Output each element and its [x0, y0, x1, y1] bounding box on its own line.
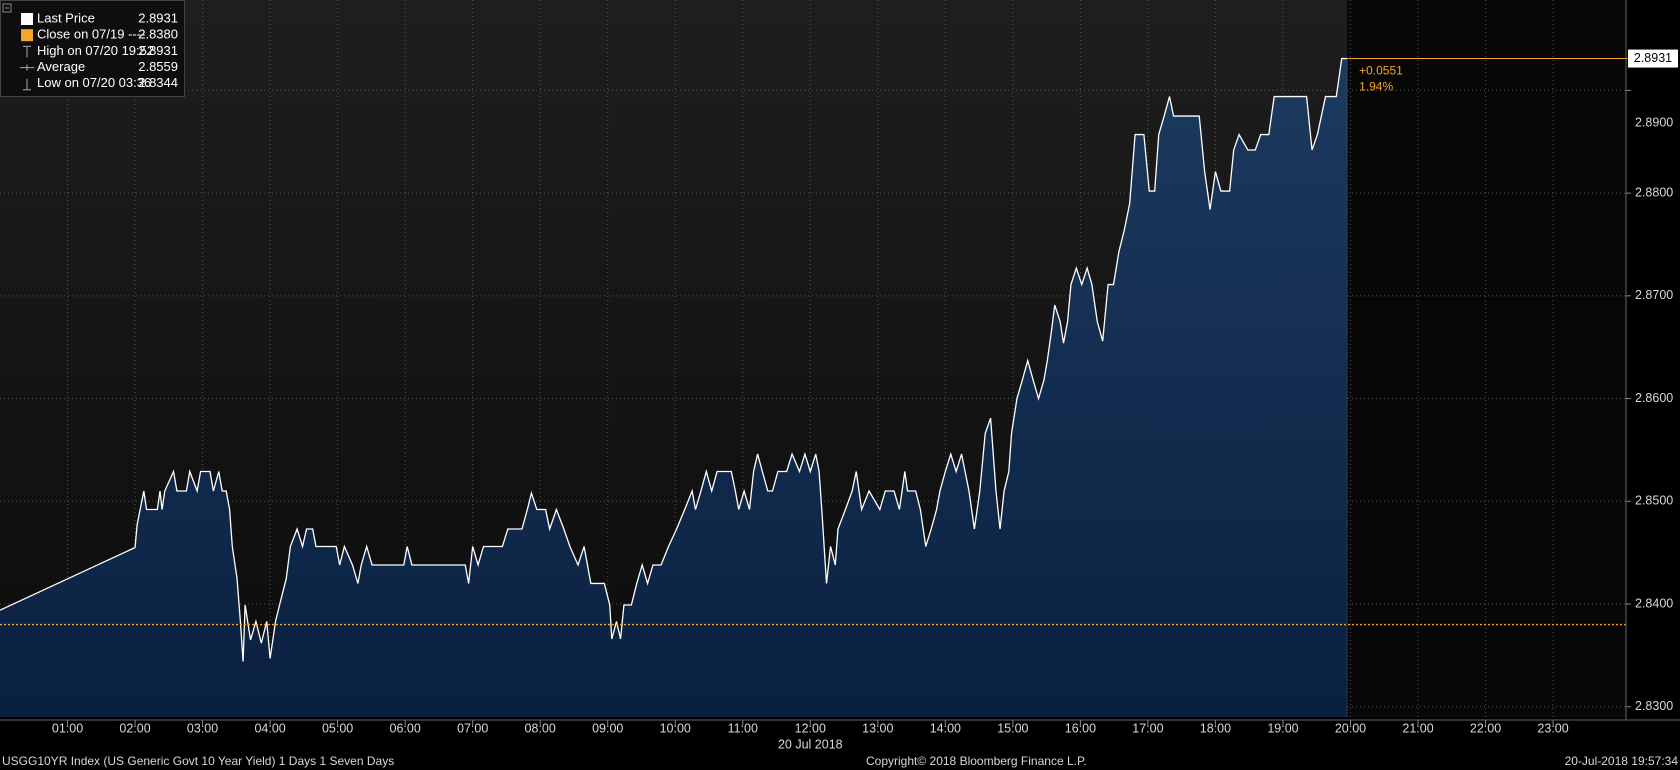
- legend-value: 2.8931: [138, 43, 178, 58]
- x-tick-label: 17:00: [1132, 721, 1163, 735]
- x-tick-label: 03:00: [187, 721, 218, 735]
- legend-icon: [23, 78, 31, 91]
- x-tick-label: 02:00: [119, 721, 150, 735]
- change-label: +0.0551: [1359, 64, 1403, 78]
- legend-label: Close on 07/19 ----: [37, 27, 145, 42]
- future-background: [1347, 0, 1626, 717]
- legend-value: 2.8344: [138, 75, 178, 90]
- y-tick-label: 2.8700: [1635, 288, 1673, 302]
- change-pct-label: 1.94%: [1359, 80, 1393, 94]
- x-tick-label: 23:00: [1537, 721, 1568, 735]
- x-tick-label: 10:00: [660, 721, 691, 735]
- legend-icon: [23, 45, 31, 58]
- x-tick-label: 07:00: [457, 721, 488, 735]
- footer-right: 20-Jul-2018 19:57:34: [1565, 754, 1679, 768]
- y-tick-label: 2.8400: [1635, 596, 1673, 610]
- x-axis-label: 20 Jul 2018: [778, 737, 843, 751]
- x-tick-label: 14:00: [930, 721, 961, 735]
- price-line: [0, 57, 1348, 662]
- x-tick-label: 11:00: [728, 721, 758, 735]
- x-tick-label: 21:00: [1402, 721, 1433, 735]
- x-tick-label: 15:00: [997, 721, 1028, 735]
- x-tick-label: 01:00: [52, 721, 83, 735]
- x-tick-label: 12:00: [795, 721, 826, 735]
- legend-label: Average: [37, 59, 85, 74]
- y-tick-label: 2.8800: [1635, 185, 1673, 199]
- last-price-tag-label: 2.8931: [1634, 51, 1672, 65]
- footer-center: Copyright© 2018 Bloomberg Finance L.P.: [866, 754, 1087, 768]
- x-tick-label: 19:00: [1267, 721, 1298, 735]
- legend-value: 2.8931: [138, 10, 178, 25]
- legend-icon: [20, 64, 34, 71]
- legend-collapse-icon: [2, 3, 12, 13]
- x-tick-label: 20:00: [1335, 721, 1366, 735]
- legend-value: 2.8380: [138, 27, 178, 42]
- x-tick-label: 16:00: [1065, 721, 1096, 735]
- x-tick-label: 09:00: [592, 721, 623, 735]
- last-price-tag: [1628, 49, 1678, 68]
- legend-value: 2.8559: [138, 59, 178, 74]
- footer-left: USGG10YR Index (US Generic Govt 10 Year …: [2, 754, 394, 768]
- y-tick-label: 2.8500: [1635, 494, 1673, 508]
- legend-label: Low on 07/20 03:36: [37, 75, 151, 90]
- y-tick-label: 2.8600: [1635, 391, 1673, 405]
- x-tick-label: 06:00: [390, 721, 421, 735]
- x-tick-label: 05:00: [322, 721, 353, 735]
- legend-icon: [21, 29, 33, 42]
- legend-label: Last Price: [37, 10, 95, 25]
- x-tick-label: 04:00: [254, 721, 285, 735]
- y-tick-label: 2.8900: [1635, 116, 1673, 130]
- x-tick-label: 22:00: [1470, 721, 1501, 735]
- legend-label: High on 07/20 19:52: [37, 43, 154, 58]
- x-tick-label: 08:00: [525, 721, 556, 735]
- legend-icon: [21, 13, 33, 25]
- x-tick-label: 18:00: [1200, 721, 1231, 735]
- x-tick-label: 13:00: [862, 721, 893, 735]
- y-tick-label: 2.8300: [1635, 699, 1673, 713]
